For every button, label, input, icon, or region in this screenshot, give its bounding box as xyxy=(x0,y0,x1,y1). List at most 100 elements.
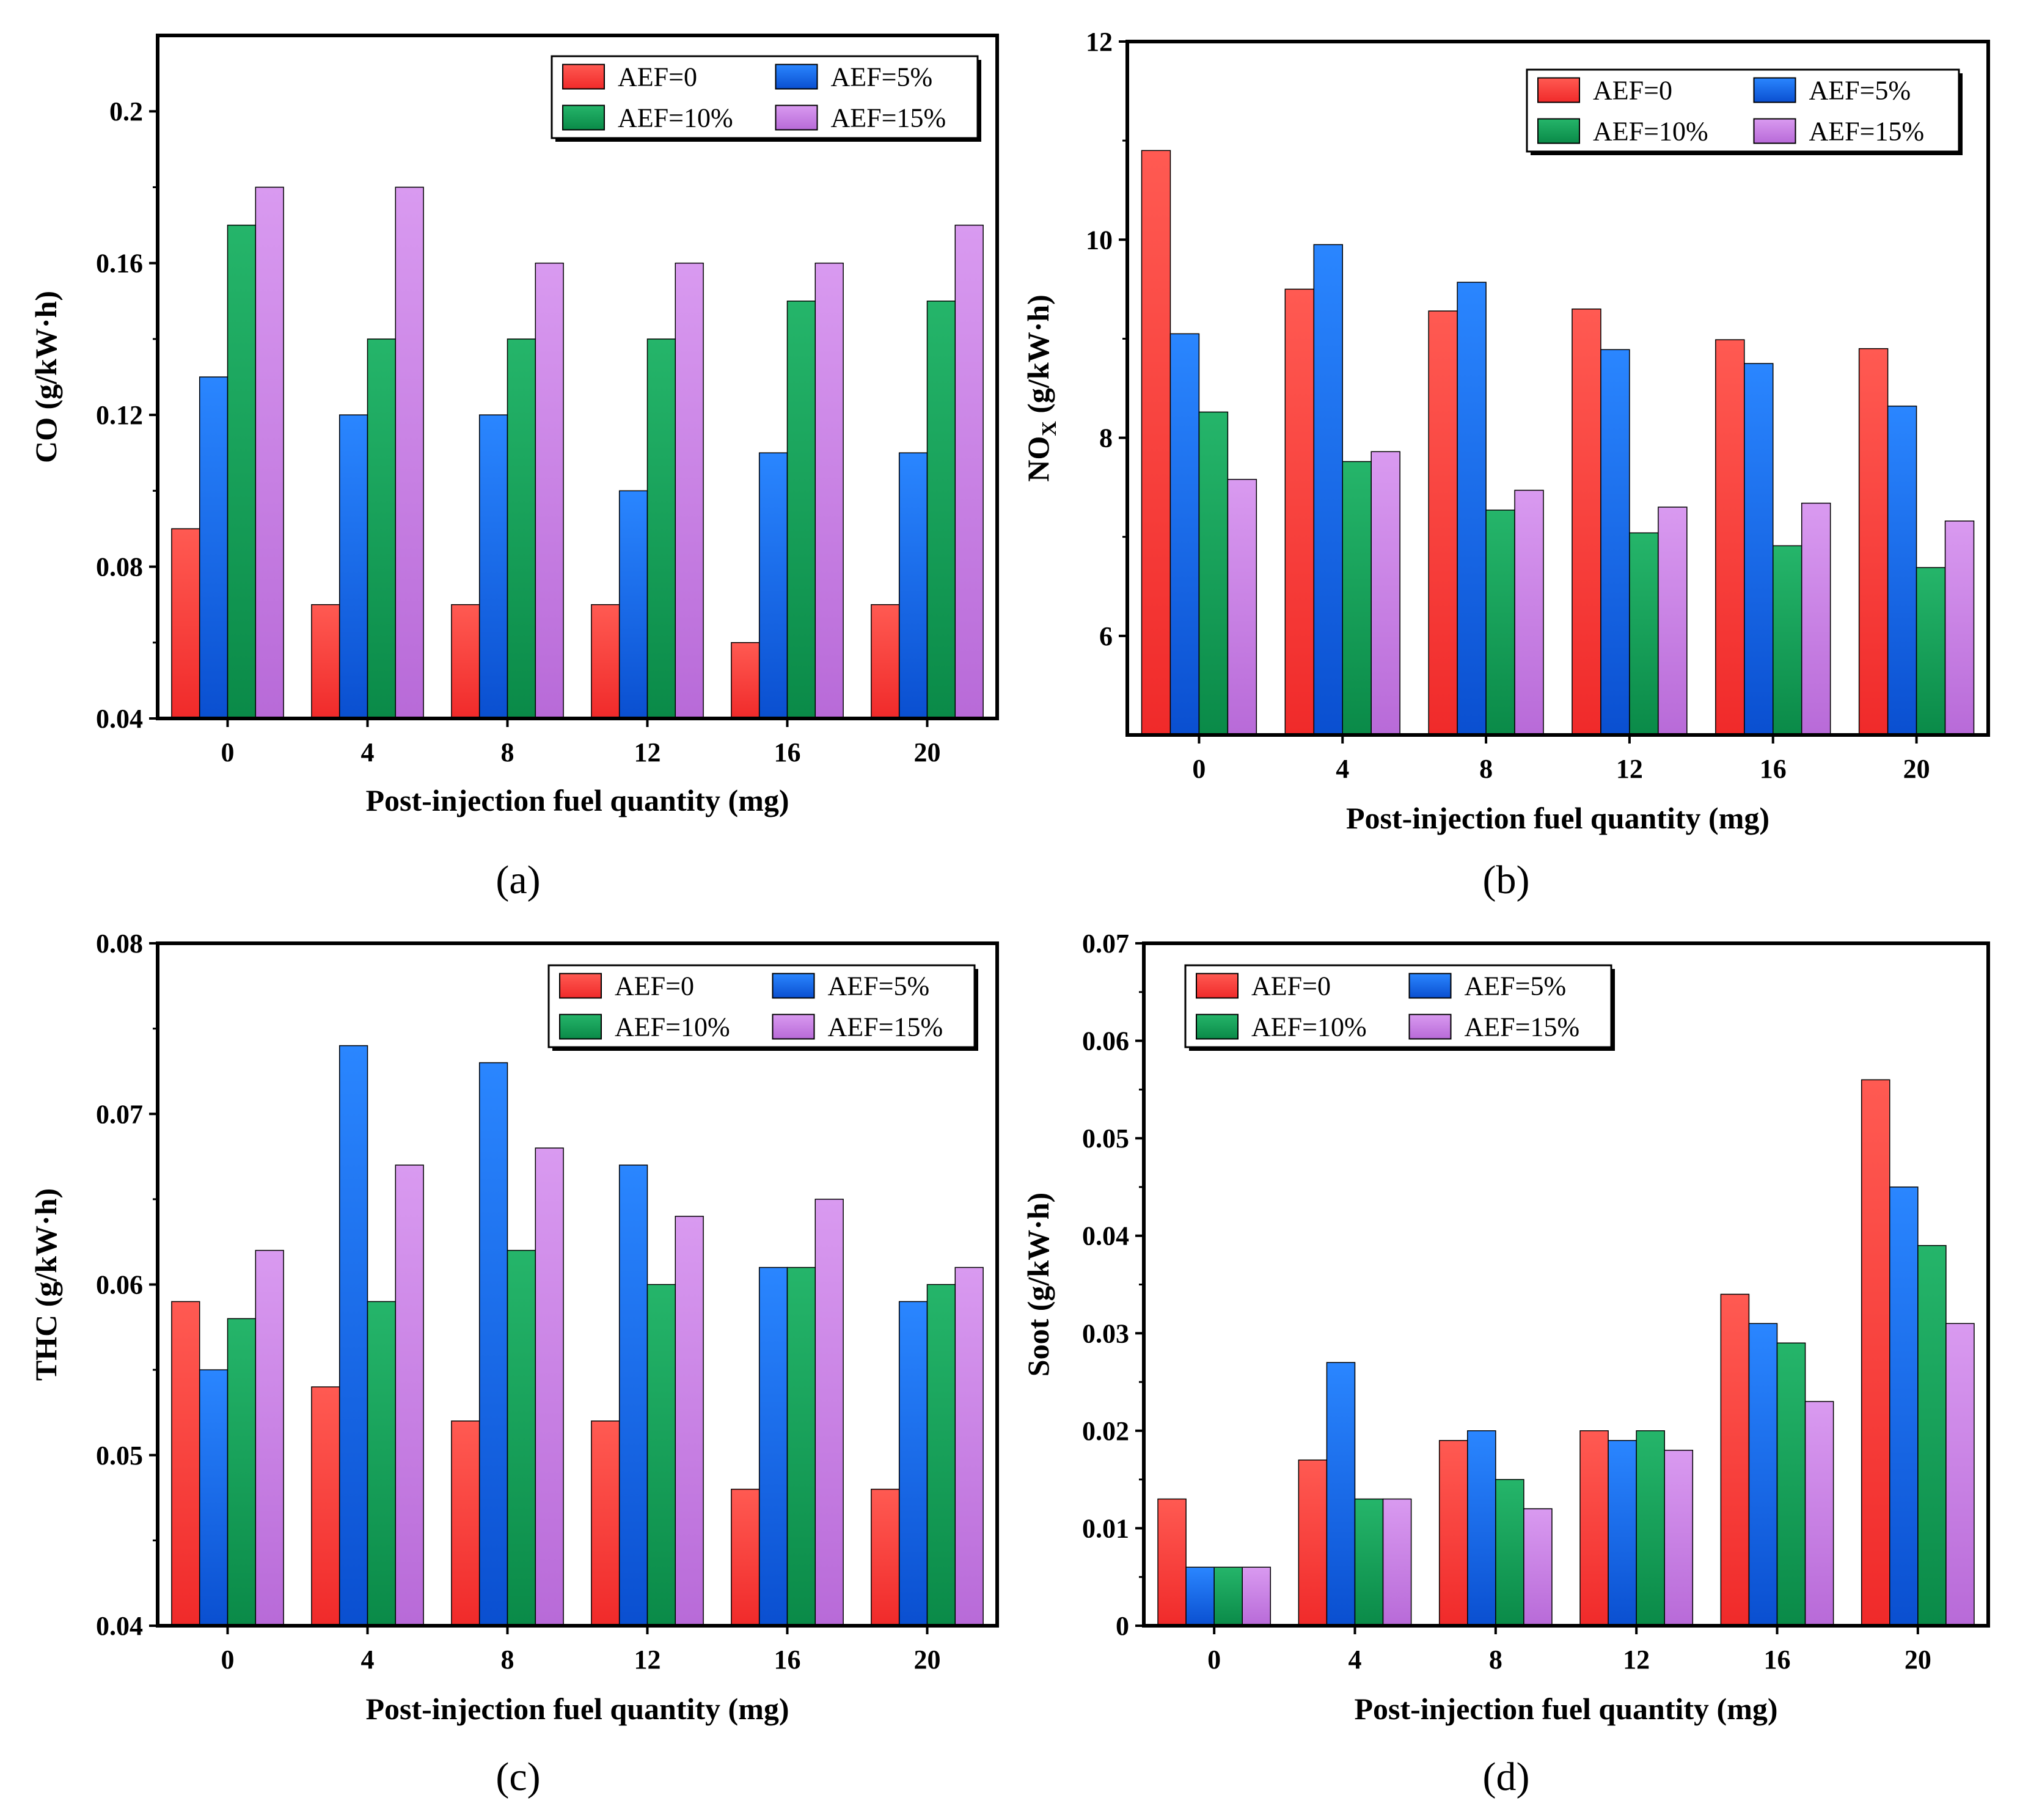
panel-label-a: (a) xyxy=(496,858,540,902)
bar-c-AEF15-0 xyxy=(255,1249,284,1626)
x-tick-label-c: 8 xyxy=(501,1645,514,1675)
bar-d-AEF15-20 xyxy=(1945,1323,1975,1626)
legend-swatch-a-1 xyxy=(775,64,818,90)
legend-label-a-3: AEF=15% xyxy=(831,103,946,133)
bar-d-AEF10-0 xyxy=(1213,1566,1243,1626)
bar-c-AEF0-8 xyxy=(451,1420,480,1626)
chart-panel-b: 6 8 10 12 0 4 8 12 16 20 Post-injection fuel quant… xyxy=(1021,27,1990,902)
y-tick-label-c: 0.08 xyxy=(96,929,143,959)
bar-a-AEF15-16 xyxy=(814,262,844,719)
bar-c-AEF0-12 xyxy=(591,1420,620,1626)
bar-b-AEF0-20 xyxy=(1858,348,1889,736)
x-tick-label-a: 20 xyxy=(914,737,941,767)
bar-b-AEF10-0 xyxy=(1198,411,1229,736)
bar-a-AEF15-12 xyxy=(675,262,704,719)
bar-c-AEF15-16 xyxy=(814,1199,844,1626)
legend-swatch-a-2 xyxy=(562,104,605,131)
legend-a: AEF=0 AEF=5% AEF=10% AEF=15% xyxy=(551,55,981,142)
x-tick-label-c: 4 xyxy=(361,1645,375,1675)
bar-c-AEF5-0 xyxy=(199,1369,229,1626)
x-tick-label-b: 4 xyxy=(1336,754,1349,784)
x-tick-label-d: 8 xyxy=(1489,1645,1502,1675)
bar-a-AEF5-4 xyxy=(338,414,368,719)
legend-swatch-b-1 xyxy=(1753,77,1796,103)
bar-d-AEF10-16 xyxy=(1776,1342,1806,1626)
legend-c: AEF=0 AEF=5% AEF=10% AEF=15% xyxy=(547,964,978,1051)
bar-b-AEF0-16 xyxy=(1715,339,1745,736)
x-tick-label-d: 16 xyxy=(1764,1645,1791,1675)
legend-box-c xyxy=(547,964,976,1048)
x-axis-title-b: Post-injection fuel quantity (mg) xyxy=(1346,801,1769,835)
bar-b-AEF10-12 xyxy=(1629,532,1659,736)
legend-box-a xyxy=(551,55,979,139)
chart-panel-a: 0.04 0.08 0.12 0.16 0.2 0 4 8 12 16 20 Post-injecti… xyxy=(29,34,999,902)
bar-d-AEF10-20 xyxy=(1917,1244,1947,1626)
y-tick-label-b: 6 xyxy=(1099,621,1113,651)
x-tick-label-c: 12 xyxy=(634,1645,661,1675)
bar-c-AEF10-0 xyxy=(227,1318,257,1626)
bar-a-AEF5-8 xyxy=(478,414,508,719)
legend-swatch-d-2 xyxy=(1196,1014,1239,1040)
bar-c-AEF10-20 xyxy=(926,1284,956,1626)
bar-d-AEF0-16 xyxy=(1720,1293,1750,1626)
y-tick-label-a: 0.08 xyxy=(96,552,143,582)
bar-b-AEF15-0 xyxy=(1227,478,1257,736)
y-tick-label-a: 0.12 xyxy=(96,400,143,430)
bar-d-AEF0-0 xyxy=(1157,1498,1187,1626)
panel-label-c: (c) xyxy=(496,1755,540,1799)
bar-a-AEF0-4 xyxy=(311,604,340,719)
bar-c-AEF10-4 xyxy=(367,1301,397,1626)
bar-d-AEF5-4 xyxy=(1326,1362,1356,1626)
bar-b-AEF0-8 xyxy=(1428,310,1458,736)
bar-a-AEF10-16 xyxy=(786,301,816,719)
x-tick-label-b: 12 xyxy=(1616,754,1643,784)
y-tick-label-d: 0.06 xyxy=(1082,1026,1129,1056)
bar-c-AEF15-8 xyxy=(535,1147,564,1626)
x-tick-label-a: 12 xyxy=(634,737,661,767)
legend-swatch-b-2 xyxy=(1537,118,1580,144)
y-tick-label-a: 0.04 xyxy=(96,704,143,734)
bar-b-AEF5-12 xyxy=(1600,349,1630,736)
bar-b-AEF15-12 xyxy=(1658,506,1688,736)
bar-d-AEF15-16 xyxy=(1804,1401,1834,1626)
legend-swatch-b-0 xyxy=(1537,77,1580,103)
bar-d-AEF5-12 xyxy=(1608,1440,1637,1626)
legend-swatch-c-2 xyxy=(559,1014,602,1040)
x-tick-label-a: 8 xyxy=(501,737,514,767)
bar-d-AEF0-8 xyxy=(1438,1440,1468,1626)
x-tick-label-a: 0 xyxy=(221,737,235,767)
legend-d: AEF=0 AEF=5% AEF=10% AEF=15% xyxy=(1184,964,1615,1051)
bar-b-AEF5-16 xyxy=(1744,363,1774,736)
bar-c-AEF5-16 xyxy=(758,1266,788,1626)
legend-swatch-a-0 xyxy=(562,64,605,90)
legend-swatch-c-3 xyxy=(772,1014,815,1040)
legend-swatch-d-0 xyxy=(1196,973,1239,999)
x-tick-label-a: 16 xyxy=(774,737,801,767)
y-axis-title-d: Soot (g/kW·h) xyxy=(1021,1193,1055,1376)
y-tick-label-b: 12 xyxy=(1086,27,1113,57)
x-tick-label-b: 16 xyxy=(1760,754,1787,784)
y-axis-title-c: THC (g/kW·h) xyxy=(29,1188,63,1381)
y-tick-label-d: 0.07 xyxy=(1082,929,1129,959)
bar-b-AEF0-4 xyxy=(1284,288,1315,736)
x-tick-label-d: 20 xyxy=(1905,1645,1931,1675)
y-tick-label-c: 0.05 xyxy=(96,1441,143,1471)
legend-label-b-3: AEF=15% xyxy=(1809,117,1925,147)
legend-b: AEF=0 AEF=5% AEF=10% AEF=15% xyxy=(1526,68,1963,155)
bar-b-AEF15-4 xyxy=(1370,451,1400,736)
bar-a-AEF10-4 xyxy=(367,338,397,719)
legend-box-b xyxy=(1526,68,1960,153)
bar-a-AEF0-0 xyxy=(171,528,200,719)
x-axis-title-a: Post-injection fuel quantity (mg) xyxy=(366,783,789,817)
bar-c-AEF10-8 xyxy=(507,1249,536,1626)
bar-b-AEF5-4 xyxy=(1313,244,1344,736)
bar-d-AEF5-8 xyxy=(1467,1430,1496,1626)
legend-swatch-d-3 xyxy=(1408,1014,1452,1040)
y-tick-label-a: 0.16 xyxy=(96,249,143,279)
x-tick-label-c: 20 xyxy=(914,1645,941,1675)
bar-b-AEF5-0 xyxy=(1169,333,1200,736)
y-tick-label-c: 0.07 xyxy=(96,1099,143,1129)
x-tick-label-d: 12 xyxy=(1623,1645,1650,1675)
y-tick-label-d: 0.02 xyxy=(1082,1416,1129,1446)
legend-label-c-2: AEF=10% xyxy=(615,1012,730,1042)
